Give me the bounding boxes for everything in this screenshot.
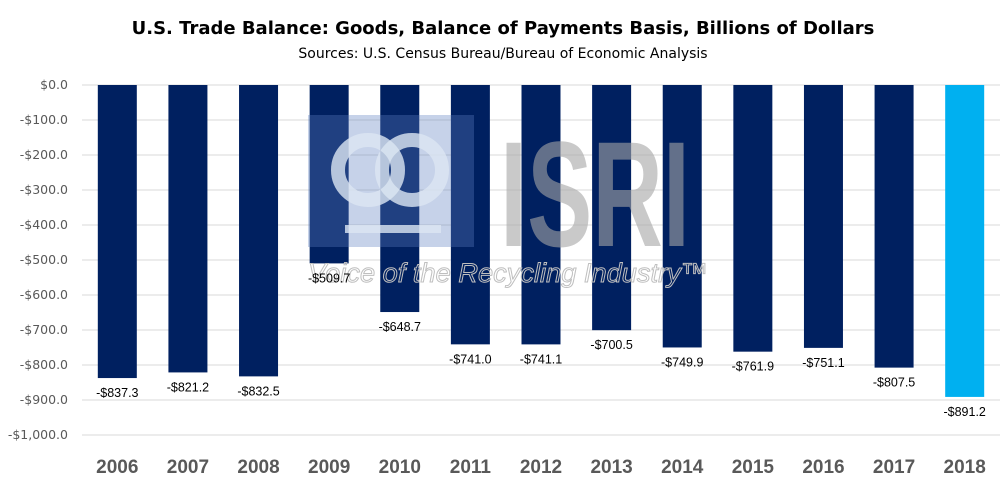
y-tick-label: -$800.0 (20, 357, 68, 372)
bar-2017 (874, 85, 914, 368)
data-label: -$749.9 (661, 355, 703, 369)
data-label: -$741.1 (520, 352, 562, 366)
bar-2014 (662, 85, 702, 348)
data-label: -$700.5 (590, 338, 632, 352)
bar-2016 (803, 85, 843, 348)
x-tick-label: 2012 (520, 457, 562, 478)
bar-2006 (97, 85, 137, 379)
bar-2012 (521, 85, 561, 345)
bar-2015 (733, 85, 773, 352)
chart-title: U.S. Trade Balance: Goods, Balance of Pa… (132, 18, 875, 39)
x-tick-label: 2016 (802, 457, 844, 478)
x-tick-label: 2014 (661, 457, 704, 478)
isri-watermark-logo: ISRI Voice of the Recycling Industry™ (308, 110, 709, 289)
y-axis-ticks: $0.0 -$100.0 -$200.0 -$300.0 -$400.0 -$500.0 -… (8, 77, 68, 442)
x-tick-label: 2009 (308, 457, 350, 478)
y-tick-label: -$500.0 (20, 252, 68, 267)
bar-2009 (309, 85, 349, 264)
x-tick-label: 2015 (732, 457, 775, 478)
x-tick-label: 2017 (873, 457, 915, 478)
data-label: -$832.5 (237, 384, 279, 398)
data-label: -$648.7 (379, 320, 421, 334)
bar-2010 (380, 85, 420, 313)
data-label: -$761.9 (732, 360, 774, 374)
data-label: -$837.3 (96, 386, 138, 400)
y-tick-label: -$400.0 (20, 217, 68, 232)
y-tick-label: -$900.0 (20, 392, 68, 407)
y-tick-label: -$100.0 (20, 112, 68, 127)
data-label: -$509.7 (308, 271, 350, 285)
y-tick-label: -$300.0 (20, 182, 68, 197)
x-tick-label: 2010 (379, 457, 421, 478)
x-axis-ticks: 2006 2007 2008 2009 2010 2011 2012 2013 2014 2015… (96, 457, 986, 478)
data-label: -$821.2 (167, 380, 209, 394)
bar-2013 (592, 85, 632, 331)
x-tick-label: 2018 (944, 457, 986, 478)
x-tick-label: 2008 (237, 457, 279, 478)
data-label: -$891.2 (943, 405, 985, 419)
data-label: -$751.1 (802, 356, 844, 370)
bar-2011 (450, 85, 490, 345)
chart-subtitle: Sources: U.S. Census Bureau/Bureau of Ec… (298, 46, 707, 62)
bar-2007 (168, 85, 208, 373)
bars (97, 85, 985, 397)
bar-2018 (945, 85, 985, 397)
data-labels: -$837.3 -$821.2 -$832.5 -$509.7 -$648.7 -$741… (96, 271, 986, 419)
y-tick-label: -$1,000.0 (8, 427, 68, 442)
svg-text:Voice of the Recycling Industr: Voice of the Recycling Industry™ (308, 258, 708, 288)
data-label: -$807.5 (873, 376, 915, 390)
y-tick-label: $0.0 (40, 77, 68, 92)
y-tick-label: -$200.0 (20, 147, 68, 162)
x-tick-label: 2011 (450, 457, 492, 478)
bar-2008 (239, 85, 279, 377)
y-tick-label: -$700.0 (20, 322, 68, 337)
x-tick-label: 2013 (590, 457, 632, 478)
y-tick-label: -$600.0 (20, 287, 68, 302)
x-tick-label: 2007 (167, 457, 209, 478)
data-label: -$741.0 (449, 352, 491, 366)
x-tick-label: 2006 (96, 457, 138, 478)
